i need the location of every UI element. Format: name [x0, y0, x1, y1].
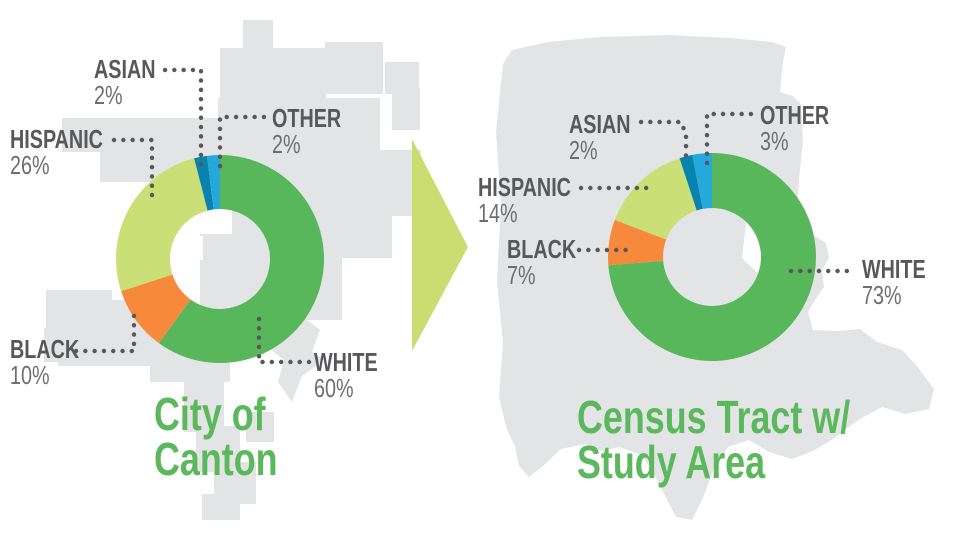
donut-slice-black — [121, 274, 191, 344]
tract-black-value: 7% — [507, 260, 536, 290]
tract-asian-label: ASIAN — [569, 109, 631, 139]
tract-asian-callout: ASIAN 2% — [569, 111, 630, 163]
transition-arrow-icon — [412, 139, 468, 351]
canton-other-value: 2% — [272, 129, 301, 159]
tract-white-label: WHITE — [862, 254, 926, 284]
donut-slice-asian — [194, 155, 214, 211]
donut-slice-hispanic — [614, 158, 697, 240]
canton-other-callout: OTHER 2% — [272, 105, 341, 157]
tract-asian-leader-line — [638, 119, 689, 163]
canton-black-leader-line — [73, 307, 137, 354]
donut-slice-white — [158, 155, 324, 364]
donut-slice-white — [608, 153, 817, 361]
canton-hispanic-leader-line — [111, 137, 155, 207]
canton-hispanic-value: 26% — [10, 150, 50, 180]
tract-hispanic-value: 14% — [478, 198, 518, 228]
donut-slice-other — [692, 153, 712, 209]
canton-white-label: WHITE — [314, 347, 378, 377]
canton-asian-leader-line — [162, 67, 204, 171]
census-tract-title: Census Tract w/ Study Area — [577, 391, 851, 488]
canton-white-callout: WHITE 60% — [314, 349, 378, 401]
canton-white-leader-line — [256, 316, 312, 365]
donut-slice-other — [206, 155, 220, 210]
canton-asian-value: 2% — [94, 80, 123, 110]
census-tract-title-line1: Census Tract w/ — [577, 391, 851, 443]
census-tract-donut — [608, 153, 817, 361]
city-of-canton-title-line2: Canton — [154, 433, 278, 485]
tract-other-callout: OTHER 3% — [760, 102, 829, 154]
canton-asian-callout: ASIAN 2% — [94, 56, 155, 108]
canton-black-label: BLACK — [10, 334, 80, 364]
donut-slice-asian — [679, 154, 703, 211]
canton-asian-label: ASIAN — [94, 54, 156, 84]
tract-asian-value: 2% — [569, 135, 598, 165]
tract-hispanic-callout: HISPANIC 14% — [478, 174, 571, 226]
city-of-canton-title-line1: City of — [154, 388, 266, 440]
canton-white-value: 60% — [314, 373, 354, 403]
canton-black-value: 10% — [10, 360, 50, 390]
tract-white-value: 73% — [862, 280, 902, 310]
tract-white-callout: WHITE 73% — [862, 256, 926, 308]
canton-black-callout: BLACK 10% — [10, 336, 79, 388]
donut-slice-black — [608, 219, 667, 266]
tract-other-label: OTHER — [760, 100, 830, 130]
tract-other-value: 3% — [760, 126, 789, 156]
census-tract-title-line2: Study Area — [577, 436, 766, 488]
donut-slice-hispanic — [116, 158, 208, 292]
canton-hispanic-callout: HISPANIC 26% — [10, 126, 103, 178]
canton-hispanic-label: HISPANIC — [10, 124, 103, 154]
canton-other-label: OTHER — [272, 103, 342, 133]
city-of-canton-donut — [116, 155, 324, 364]
tract-black-callout: BLACK 7% — [507, 236, 576, 288]
leader-lines — [73, 67, 859, 365]
tract-hispanic-label: HISPANIC — [478, 172, 571, 202]
tract-black-label: BLACK — [507, 234, 577, 264]
city-of-canton-title: City of Canton — [154, 388, 278, 485]
